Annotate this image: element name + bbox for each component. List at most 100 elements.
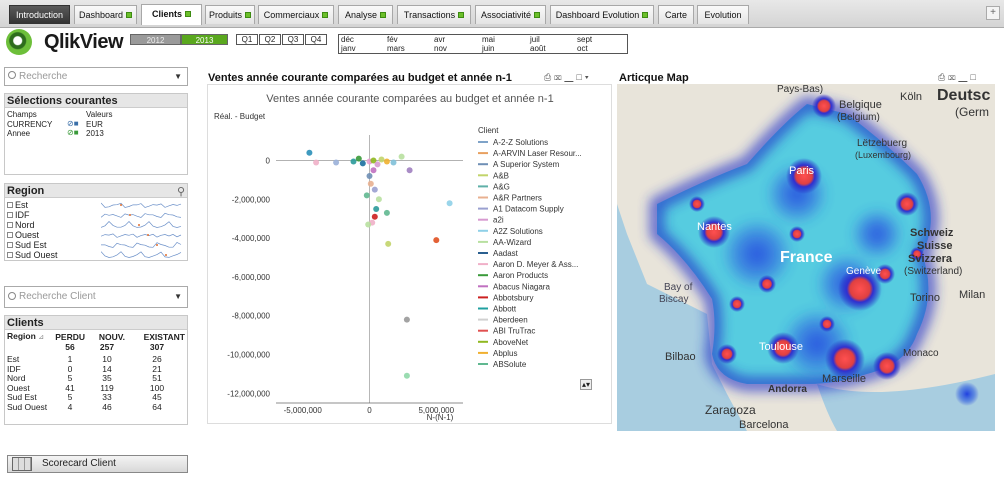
checkbox[interactable]	[7, 212, 13, 218]
checkbox[interactable]	[7, 202, 13, 208]
scatter-point[interactable]	[306, 149, 313, 156]
chevron-down-icon[interactable]: ▼	[174, 72, 182, 81]
table-row[interactable]: Ouest 41 119 100	[5, 383, 187, 394]
region-item-est[interactable]: Est	[7, 200, 28, 210]
legend-entry: ABSolute	[493, 360, 527, 369]
scatter-point[interactable]	[365, 221, 372, 228]
quarter-q2[interactable]: Q2	[259, 34, 281, 45]
table-row[interactable]: Est 1 10 26	[5, 354, 187, 365]
scatter-point[interactable]	[373, 206, 380, 212]
table-cell: 56	[65, 341, 75, 352]
chevron-down-icon[interactable]: ▼	[174, 292, 182, 301]
month-janv[interactable]: janv	[341, 44, 356, 53]
checkbox[interactable]	[7, 252, 13, 258]
scroll-legend-buttons[interactable]: ▴▾	[580, 379, 593, 390]
scorecard-client-button[interactable]: Scorecard Client	[7, 455, 188, 473]
region-item-sud-ouest[interactable]: Sud Ouest	[7, 250, 58, 260]
scatter-point[interactable]	[367, 180, 374, 187]
table-row[interactable]: Sud Ouest 4 46 64	[5, 402, 187, 413]
col-header[interactable]: NOUV.	[98, 331, 125, 342]
quarter-q4[interactable]: Q4	[305, 34, 327, 45]
col-header[interactable]: PERDU	[55, 331, 85, 342]
scatter-point[interactable]	[385, 240, 392, 247]
scatter-point[interactable]	[398, 153, 405, 160]
year-2013[interactable]: 2013	[181, 34, 228, 45]
search-icon	[8, 292, 16, 300]
scatter-point[interactable]	[375, 196, 382, 203]
tab-carte[interactable]: Carte	[658, 5, 694, 24]
legend-entry: ABI TruTrac	[493, 327, 535, 336]
scatter-point[interactable]	[359, 160, 366, 167]
scatter-point[interactable]	[333, 159, 340, 166]
table-row[interactable]: Sud Est 5 33 45	[5, 392, 187, 403]
scatter-point[interactable]	[350, 158, 357, 165]
scatter-point[interactable]	[406, 167, 413, 174]
scatter-point[interactable]	[433, 237, 440, 244]
month-déc[interactable]: déc	[341, 35, 354, 44]
green-status-icon	[126, 12, 133, 18]
scatter-point[interactable]	[378, 156, 385, 163]
region-item-ouest[interactable]: Ouest	[7, 230, 39, 240]
search-placeholder: Recherche	[19, 71, 68, 82]
clear-selection-icon[interactable]: ⊘■	[67, 128, 79, 137]
scatter-point[interactable]	[403, 372, 410, 379]
tab-commerciaux[interactable]: Commerciaux	[258, 5, 334, 24]
panel-toolbar-icons[interactable]: ⎙⌧▁□▾	[544, 72, 592, 82]
chart-panel-title: Ventes année courante comparées au budge…	[208, 72, 512, 84]
region-item-nord[interactable]: Nord	[7, 220, 35, 230]
scatter-point[interactable]	[383, 158, 390, 165]
month-sept[interactable]: sept	[577, 35, 593, 44]
scatter-point[interactable]	[446, 200, 453, 207]
col-header[interactable]: EXISTANT	[143, 331, 185, 342]
scatter-point[interactable]	[371, 186, 378, 193]
tab-dashboard-evolution[interactable]: Dashboard Evolution	[550, 5, 654, 24]
scatter-point[interactable]	[371, 213, 378, 220]
month-nov[interactable]: nov	[434, 44, 447, 53]
region-item-sud-est[interactable]: Sud Est	[7, 240, 47, 250]
region-item-idf[interactable]: IDF	[7, 210, 30, 220]
quarter-q3[interactable]: Q3	[282, 34, 304, 45]
year-2012[interactable]: 2012	[130, 34, 181, 45]
scatter-point[interactable]	[370, 167, 377, 174]
add-tab-button[interactable]: +	[986, 6, 1000, 20]
col-header[interactable]: Region ⊿	[7, 331, 45, 341]
month-juil[interactable]: juil	[530, 35, 540, 44]
tab-associativit-[interactable]: Associativité	[475, 5, 546, 24]
scatter-point[interactable]	[403, 316, 410, 323]
tab-evolution[interactable]: Evolution	[697, 5, 749, 24]
tab-produits[interactable]: Produits	[205, 5, 255, 24]
map-toolbar-icons[interactable]: ⎙⌧▁□	[938, 72, 979, 82]
tab-clients[interactable]: Clients	[141, 4, 202, 25]
tab-analyse[interactable]: Analyse	[338, 5, 393, 24]
tab-introduction[interactable]: Introduction	[9, 5, 70, 24]
scatter-point[interactable]	[355, 155, 362, 162]
heat-map[interactable]: Pays-Bas) Belgique (Belgium) Köln Deutsc…	[617, 84, 995, 431]
scatter-point[interactable]	[383, 209, 390, 216]
clear-selection-icon[interactable]: ⊘■	[67, 119, 79, 128]
search-icon[interactable]: ⚲	[176, 186, 185, 198]
month-fév[interactable]: fév	[387, 35, 398, 44]
month-mars[interactable]: mars	[387, 44, 405, 53]
table-row[interactable]: Nord 5 35 51	[5, 373, 187, 384]
month-avr[interactable]: avr	[434, 35, 446, 44]
tab-dashboard[interactable]: Dashboard	[74, 5, 137, 24]
month-juin[interactable]: juin	[482, 44, 495, 53]
scatter-point[interactable]	[374, 161, 381, 168]
scatter-point[interactable]	[313, 159, 320, 166]
checkbox[interactable]	[7, 222, 13, 228]
sort-icon[interactable]: ⊿	[38, 334, 45, 341]
month-mai[interactable]: mai	[482, 35, 495, 44]
month-oct[interactable]: oct	[577, 44, 588, 53]
checkbox[interactable]	[7, 232, 13, 238]
checkbox[interactable]	[7, 242, 13, 248]
tab-transactions[interactable]: Transactions	[397, 5, 471, 24]
scatter-point[interactable]	[363, 192, 370, 199]
scatter-point[interactable]	[370, 157, 377, 164]
scatter-point[interactable]	[390, 159, 397, 166]
search-box[interactable]: Recherche ▼	[4, 67, 188, 86]
table-row[interactable]: IDF 0 14 21	[5, 364, 187, 375]
quarter-q1[interactable]: Q1	[236, 34, 258, 45]
client-search-box[interactable]: Recherche Client ▼	[4, 286, 188, 308]
month-août[interactable]: août	[530, 44, 546, 53]
scatter-point[interactable]	[366, 173, 373, 179]
